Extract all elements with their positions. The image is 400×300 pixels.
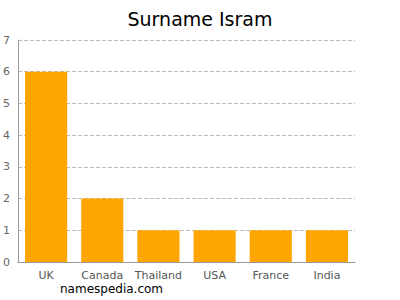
svg-text:6: 6 bbox=[3, 65, 10, 78]
svg-text:4: 4 bbox=[3, 129, 10, 142]
svg-text:1: 1 bbox=[3, 224, 10, 237]
svg-text:India: India bbox=[313, 269, 340, 282]
svg-text:Surname Isram: Surname Isram bbox=[128, 8, 273, 30]
svg-text:UK: UK bbox=[38, 269, 54, 282]
svg-text:Thailand: Thailand bbox=[134, 269, 182, 282]
svg-text:2: 2 bbox=[3, 192, 10, 205]
svg-text:3: 3 bbox=[3, 160, 10, 173]
svg-text:Canada: Canada bbox=[81, 269, 123, 282]
svg-text:7: 7 bbox=[3, 34, 10, 47]
svg-text:namespedia.com: namespedia.com bbox=[60, 282, 163, 296]
svg-text:USA: USA bbox=[203, 269, 226, 282]
svg-text:0: 0 bbox=[3, 256, 10, 269]
svg-text:5: 5 bbox=[3, 97, 10, 110]
svg-text:France: France bbox=[252, 269, 289, 282]
